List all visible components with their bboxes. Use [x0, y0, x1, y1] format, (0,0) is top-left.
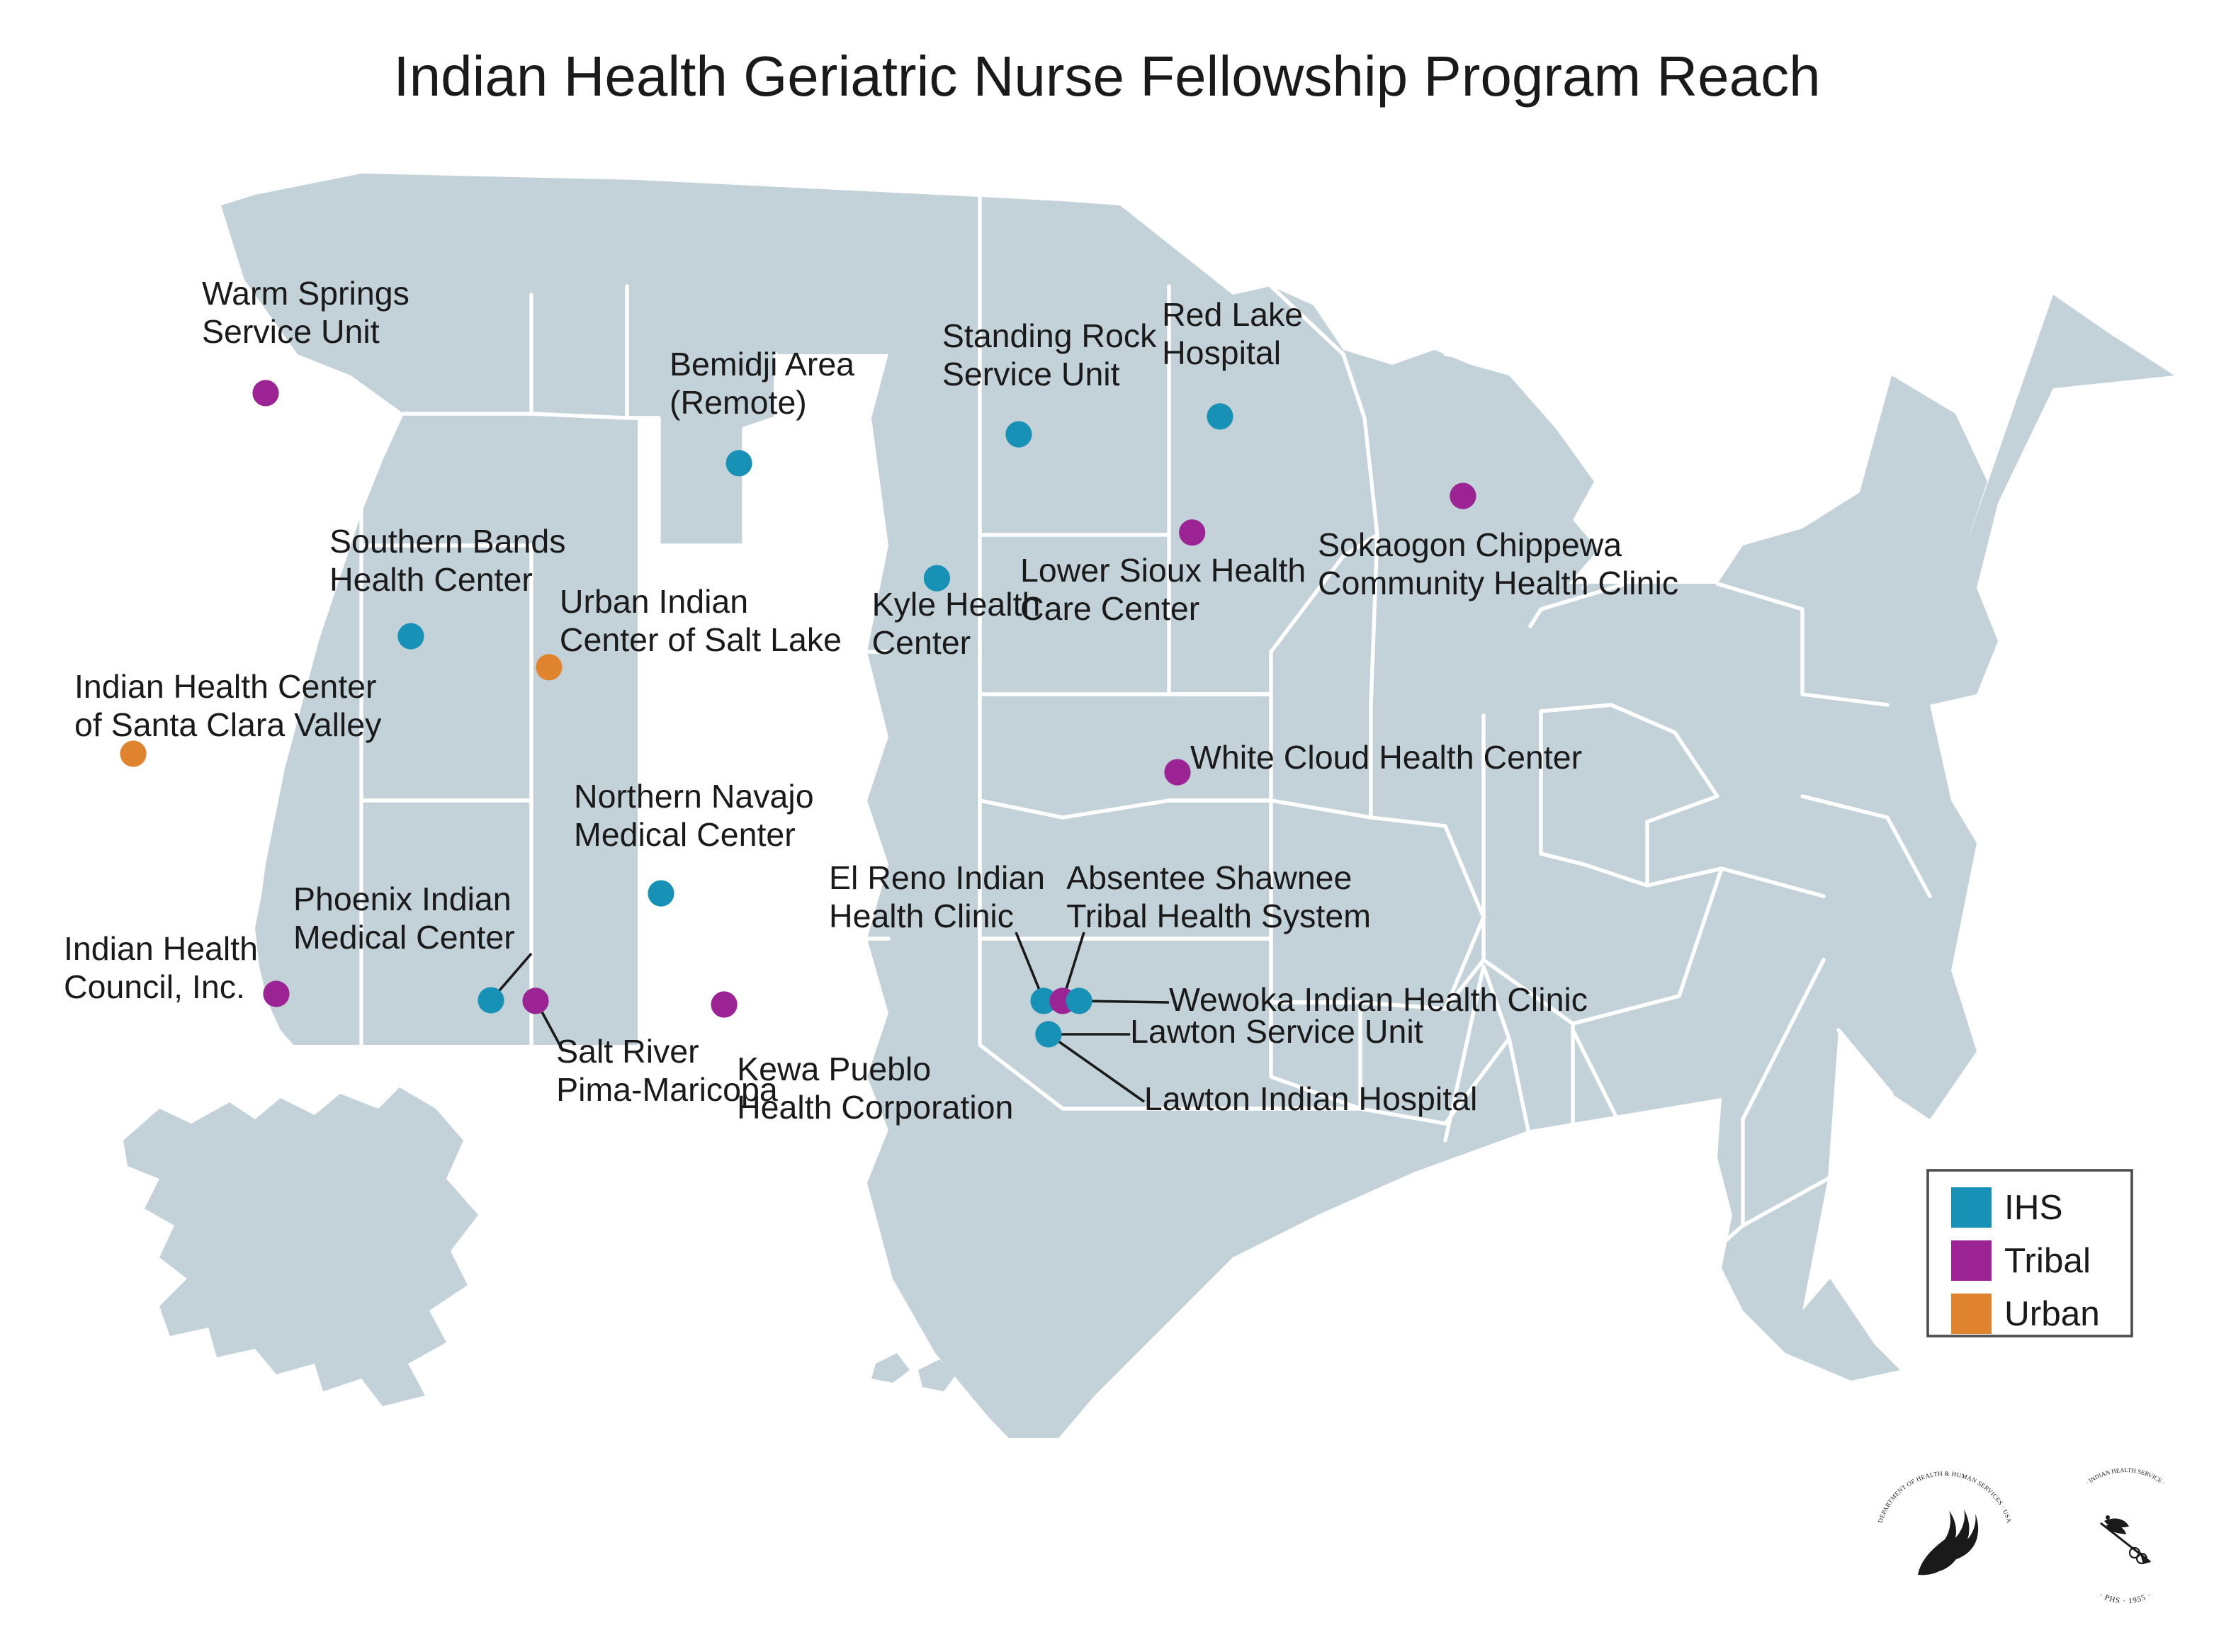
svg-text:Kewa Pueblo: Kewa Pueblo	[737, 1051, 931, 1087]
svg-text:Medical Center: Medical Center	[293, 919, 515, 956]
svg-text:Center: Center	[872, 624, 971, 661]
svg-text:· INDIAN HEALTH SERVICE ·: · INDIAN HEALTH SERVICE ·	[2084, 1466, 2167, 1486]
svg-text:Salt River: Salt River	[556, 1033, 699, 1070]
svg-text:Bemidji Area: Bemidji Area	[670, 346, 854, 383]
svg-text:Tribal: Tribal	[2004, 1241, 2091, 1280]
svg-text:Center of Salt Lake: Center of Salt Lake	[560, 621, 842, 658]
svg-text:Lower Sioux Health: Lower Sioux Health	[1020, 552, 1306, 589]
svg-text:· PHS · 1955 ·: · PHS · 1955 ·	[2098, 1591, 2153, 1606]
svg-text:Lawton Service Unit: Lawton Service Unit	[1130, 1013, 1423, 1050]
svg-text:Health Corporation: Health Corporation	[737, 1089, 1013, 1126]
svg-text:Urban Indian: Urban Indian	[560, 583, 748, 620]
svg-text:Standing Rock: Standing Rock	[942, 317, 1157, 354]
svg-text:Service Unit: Service Unit	[202, 313, 380, 350]
svg-text:DEPARTMENT OF HEALTH & HUMAN S: DEPARTMENT OF HEALTH & HUMAN SERVICES · …	[1877, 1470, 2014, 1524]
svg-text:Northern Navajo: Northern Navajo	[574, 778, 814, 815]
svg-text:Red Lake: Red Lake	[1162, 296, 1303, 333]
svg-text:IHS: IHS	[2004, 1188, 2063, 1227]
svg-text:Lawton Indian Hospital: Lawton Indian Hospital	[1144, 1080, 1477, 1117]
svg-text:Tribal Health System: Tribal Health System	[1066, 898, 1371, 934]
svg-text:(Remote): (Remote)	[670, 384, 807, 421]
svg-text:Medical Center: Medical Center	[574, 816, 796, 853]
svg-text:of Santa Clara Valley: of Santa Clara Valley	[74, 706, 382, 743]
svg-text:Council, Inc.: Council, Inc.	[64, 968, 245, 1005]
svg-text:Sokaogon Chippewa: Sokaogon Chippewa	[1318, 526, 1622, 563]
svg-text:Warm Springs: Warm Springs	[202, 275, 410, 312]
svg-text:White Cloud Health Center: White Cloud Health Center	[1190, 739, 1582, 776]
svg-text:Indian Health: Indian Health	[64, 930, 258, 967]
svg-text:Health Center: Health Center	[329, 561, 533, 598]
svg-text:Absentee Shawnee: Absentee Shawnee	[1066, 859, 1352, 896]
svg-text:Southern Bands: Southern Bands	[329, 523, 566, 560]
svg-text:Indian Health Center: Indian Health Center	[74, 668, 377, 705]
svg-text:Service Unit: Service Unit	[942, 356, 1120, 392]
svg-text:Phoenix Indian: Phoenix Indian	[293, 881, 512, 917]
svg-text:Hospital: Hospital	[1162, 334, 1281, 371]
svg-text:Health Clinic: Health Clinic	[829, 898, 1014, 934]
svg-text:Care Center: Care Center	[1020, 590, 1199, 627]
svg-text:Community Health Clinic: Community Health Clinic	[1318, 565, 1678, 601]
svg-text:Urban: Urban	[2004, 1294, 2100, 1333]
svg-text:El Reno Indian: El Reno Indian	[829, 859, 1045, 896]
svg-text:Kyle Health: Kyle Health	[872, 586, 1041, 623]
